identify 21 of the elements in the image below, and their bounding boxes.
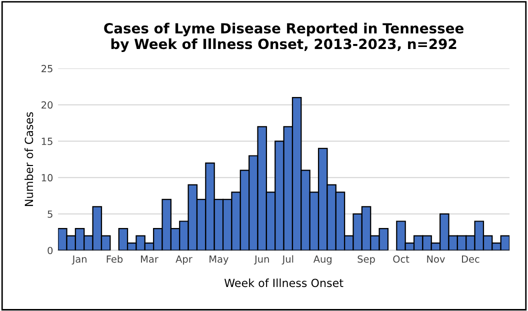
- x-tick-label: Sep: [358, 255, 375, 265]
- x-tick-label: Apr: [176, 256, 192, 265]
- y-tick-label: 15: [42, 138, 52, 146]
- x-tick-label: Aug: [313, 256, 332, 265]
- x-tick-label: Mar: [141, 256, 158, 263]
- y-tick-label: 25: [42, 64, 52, 72]
- y-tick-label: 5: [48, 210, 52, 218]
- x-axis-title: Week of Illness Onset: [224, 278, 344, 288]
- x-tick-label: Nov: [427, 256, 445, 263]
- x-tick-label: Dec: [462, 256, 480, 263]
- y-tick-label: 10: [42, 174, 53, 182]
- x-tick-label: May: [210, 256, 228, 265]
- x-tick-label: Jun: [254, 256, 269, 265]
- y-axis-title: Number of Cases: [24, 112, 34, 206]
- x-tick-label: Feb: [106, 255, 123, 263]
- y-tick-label: 0: [48, 246, 53, 254]
- y-tick-label: 20: [42, 101, 53, 109]
- x-tick-label: Jan: [72, 256, 86, 265]
- x-tick-label: Oct: [393, 255, 410, 263]
- chart-title: Cases of Lyme Disease Reported in Tennessee by Week of Illness Onset, 2013-2023, n=292: [104, 22, 464, 52]
- x-tick-label: Jul: [282, 255, 294, 265]
